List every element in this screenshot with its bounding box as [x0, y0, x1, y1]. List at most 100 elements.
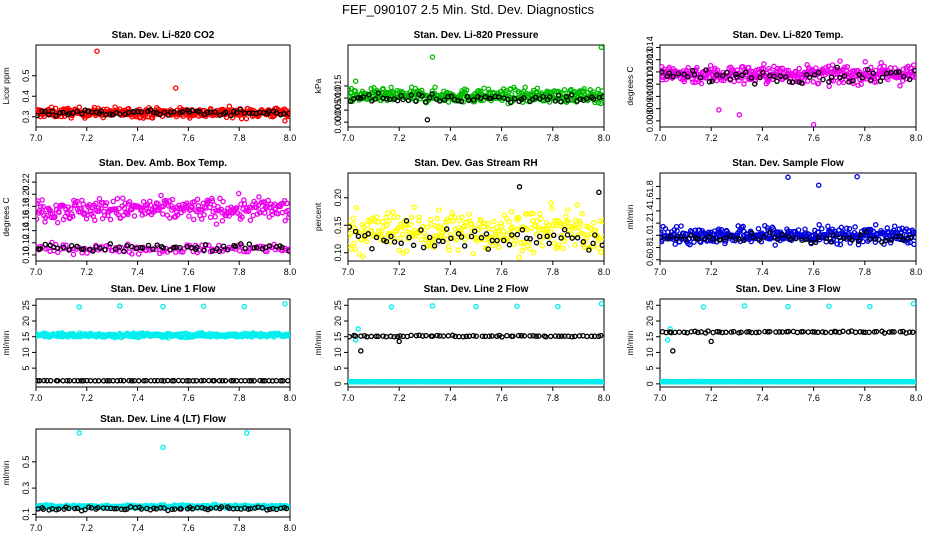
- data-point-sparse: [741, 237, 747, 244]
- data-point-dense: [352, 246, 358, 252]
- data-point-sparse: [742, 69, 749, 75]
- data-point-sparse: [511, 95, 518, 102]
- data-point-dense: [565, 218, 571, 224]
- data-point-dense: [595, 245, 601, 251]
- data-point-dense-upper: [68, 205, 74, 212]
- outlier-point: [516, 184, 523, 190]
- data-point-sparse: [583, 95, 590, 102]
- x-tick-label: 7.4: [131, 133, 144, 143]
- data-point-sparse: [154, 242, 160, 248]
- data-point-sparse: [672, 329, 678, 336]
- data-point-dense-upper: [56, 209, 62, 216]
- data-point-sparse: [767, 229, 773, 236]
- outlier-point: [160, 303, 166, 310]
- data-point-dense: [499, 223, 505, 229]
- data-point-sparse: [171, 109, 177, 115]
- x-tick-label: 8.0: [910, 267, 923, 277]
- data-point-sparse: [413, 332, 420, 339]
- data-point-sparse: [877, 78, 884, 84]
- data-point-dense-lower: [285, 246, 290, 253]
- plot-frame: [659, 172, 917, 262]
- x-tick-label: 7.4: [131, 523, 144, 533]
- panel-4: Stan. Dev. Amb. Box Temp.degrees C7.0 7.2…: [1, 158, 296, 277]
- data-point-dense-upper: [286, 214, 290, 220]
- data-point-sparse: [860, 329, 867, 335]
- data-point-sparse: [830, 232, 836, 238]
- data-point-dense: [673, 223, 680, 230]
- data-point-sparse: [242, 245, 248, 252]
- data-point-sparse: [811, 72, 818, 78]
- x-tick-label: 7.2: [705, 133, 718, 143]
- x-tick-label: 7.0: [654, 393, 667, 403]
- x-tick-label: 7.2: [393, 267, 406, 277]
- data-point-sparse: [695, 329, 701, 336]
- data-point-sparse: [110, 377, 116, 384]
- data-points: [36, 300, 290, 384]
- data-point-sparse: [97, 245, 103, 252]
- data-point-sparse: [391, 333, 397, 340]
- data-point-dense: [375, 219, 381, 225]
- data-point-dense: [872, 222, 879, 228]
- data-point-dense: [529, 218, 536, 224]
- data-point-sparse: [455, 98, 461, 104]
- data-point-dense-upper: [282, 217, 288, 224]
- data-points: [348, 300, 604, 385]
- data-point-dense: [600, 218, 604, 224]
- data-point-dense-upper: [219, 218, 226, 224]
- data-point-sparse: [216, 377, 223, 384]
- x-tick-label: 7.8: [547, 133, 560, 143]
- data-point-sparse: [799, 237, 805, 243]
- outlier-point: [94, 48, 100, 54]
- data-point-sparse: [458, 98, 465, 105]
- data-point-dense: [353, 205, 360, 211]
- x-tick-label: 7.4: [756, 133, 769, 143]
- data-point-sparse: [233, 110, 240, 116]
- data-point-sparse: [82, 107, 88, 113]
- data-point-sparse: [891, 329, 897, 335]
- data-point-dense-upper: [286, 211, 290, 218]
- data-point-dense: [496, 244, 502, 251]
- x-tick-label: 7.0: [654, 133, 667, 143]
- data-point-dense: [731, 78, 737, 85]
- data-point-sparse: [889, 329, 895, 335]
- data-point-sparse: [796, 79, 802, 85]
- data-point-dense: [563, 213, 569, 220]
- y-tick-label: 0.1: [21, 508, 31, 521]
- data-point-dense: [881, 63, 887, 69]
- data-point-sparse: [129, 243, 135, 250]
- data-points: [348, 184, 604, 261]
- data-point-dense: [397, 235, 404, 242]
- data-point-sparse: [779, 231, 786, 238]
- x-tick-label: 7.0: [30, 133, 43, 143]
- data-point-dense: [870, 228, 877, 235]
- x-tick-label: 7.6: [182, 133, 195, 143]
- data-point-sparse: [366, 91, 372, 98]
- panel-title: Stan. Dev. Line 1 Flow: [111, 284, 216, 295]
- data-point-dense: [402, 225, 408, 231]
- data-point-sparse: [487, 95, 494, 102]
- data-point-dense: [396, 247, 402, 254]
- data-point-dense: [574, 202, 581, 208]
- y-tick-label: 0.18: [21, 198, 31, 216]
- data-point-sparse: [397, 333, 403, 339]
- data-point-sparse: [201, 377, 207, 384]
- data-point-dense-upper: [213, 221, 220, 227]
- data-point-sparse: [158, 377, 165, 384]
- data-point-dense: [408, 214, 415, 221]
- data-point-sparse: [42, 108, 48, 115]
- data-point-dense-upper: [284, 200, 290, 207]
- data-point-sparse: [857, 232, 864, 238]
- data-point-sparse: [485, 246, 492, 252]
- data-point-dense-upper: [226, 213, 232, 219]
- data-point-sparse: [165, 112, 171, 118]
- panel-title: Stan. Dev. Li-820 Temp.: [733, 30, 844, 41]
- data-point-sparse: [380, 333, 386, 339]
- data-point-sparse: [750, 234, 757, 241]
- data-point-sparse: [228, 112, 234, 119]
- data-point-dense: [527, 210, 534, 217]
- outlier-point: [785, 174, 791, 181]
- x-tick-label: 8.0: [284, 267, 297, 277]
- outlier-point: [785, 303, 791, 310]
